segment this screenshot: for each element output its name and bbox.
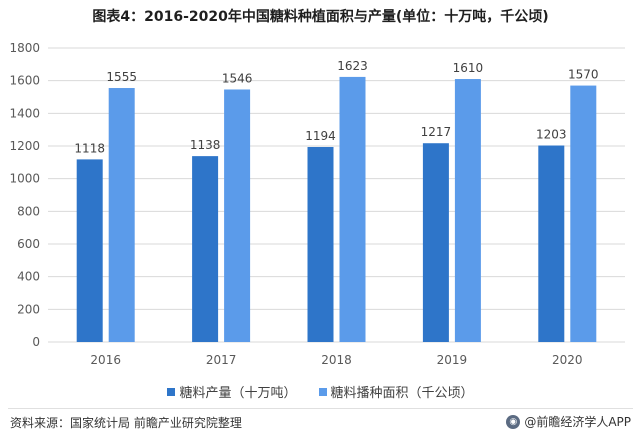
data-label: 1546	[222, 71, 253, 85]
y-tick-label: 1400	[9, 106, 40, 120]
bar-chart: 0 200 400 600 800 1000 1200 1400 1600 1800 1118 15…	[9, 41, 625, 367]
bar-area-2018	[339, 76, 366, 342]
bar-area-2017	[224, 89, 251, 342]
x-tick-label: 2017	[206, 353, 237, 367]
data-label: 1610	[453, 61, 484, 75]
y-axis-ticks: 0 200 400 600 800 1000 1200 1400 1600 1800	[9, 41, 40, 349]
legend: 糖料产量（十万吨） 糖料播种面积（千公顷）	[0, 382, 641, 401]
data-label: 1555	[106, 70, 137, 84]
brand-logo-icon: ◉	[506, 414, 521, 429]
bar-area-2016	[108, 88, 135, 343]
data-labels: 1118 1555 1138 1546 1194 1623 1217 1610 1203 1570	[74, 59, 598, 155]
footer-divider	[8, 408, 633, 409]
y-tick-label: 0	[32, 335, 40, 349]
data-label: 1138	[190, 138, 221, 152]
y-tick-label: 600	[17, 237, 40, 251]
legend-item-production: 糖料产量（十万吨）	[167, 382, 297, 401]
bar-production-2020	[538, 145, 565, 342]
bar-area-2019	[454, 79, 481, 343]
legend-swatch-area	[318, 387, 327, 396]
y-tick-label: 1200	[9, 139, 40, 153]
x-tick-label: 2018	[321, 353, 352, 367]
data-label: 1203	[536, 128, 567, 142]
source-note: 资料来源：国家统计局 前瞻产业研究院整理	[10, 416, 242, 430]
x-tick-label: 2016	[90, 353, 121, 367]
legend-swatch-production	[167, 387, 176, 396]
y-tick-label: 400	[17, 270, 40, 284]
bar-production-2019	[422, 143, 449, 342]
y-tick-label: 1600	[9, 74, 40, 88]
data-label: 1217	[421, 125, 452, 139]
bar-production-2018	[307, 146, 334, 342]
data-label: 1570	[568, 68, 599, 82]
data-label: 1118	[74, 141, 105, 155]
x-tick-label: 2019	[437, 353, 468, 367]
bar-production-2016	[76, 159, 103, 342]
x-tick-label: 2020	[552, 353, 583, 367]
bars	[76, 76, 597, 343]
x-axis-ticks: 2016 2017 2018 2019 2020	[90, 353, 582, 367]
brand: ◉ @前瞻经济学人APP	[506, 413, 631, 430]
grid-lines	[48, 47, 625, 343]
y-tick-label: 200	[17, 302, 40, 316]
bar-production-2017	[192, 156, 219, 342]
y-tick-label: 1800	[9, 41, 40, 55]
bar-area-2020	[570, 85, 597, 343]
brand-label: @前瞻经济学人APP	[524, 415, 631, 429]
data-label: 1623	[337, 59, 368, 73]
legend-item-area: 糖料播种面积（千公顷）	[318, 382, 474, 401]
y-tick-label: 800	[17, 204, 40, 218]
chart-title: 图表4：2016-2020年中国糖料种植面积与产量(单位：十万吨，千公顷)	[92, 9, 549, 25]
legend-label-area: 糖料播种面积（千公顷）	[330, 386, 474, 401]
data-label: 1194	[305, 129, 336, 143]
legend-label-production: 糖料产量（十万吨）	[179, 386, 297, 401]
y-tick-label: 1000	[9, 172, 40, 186]
